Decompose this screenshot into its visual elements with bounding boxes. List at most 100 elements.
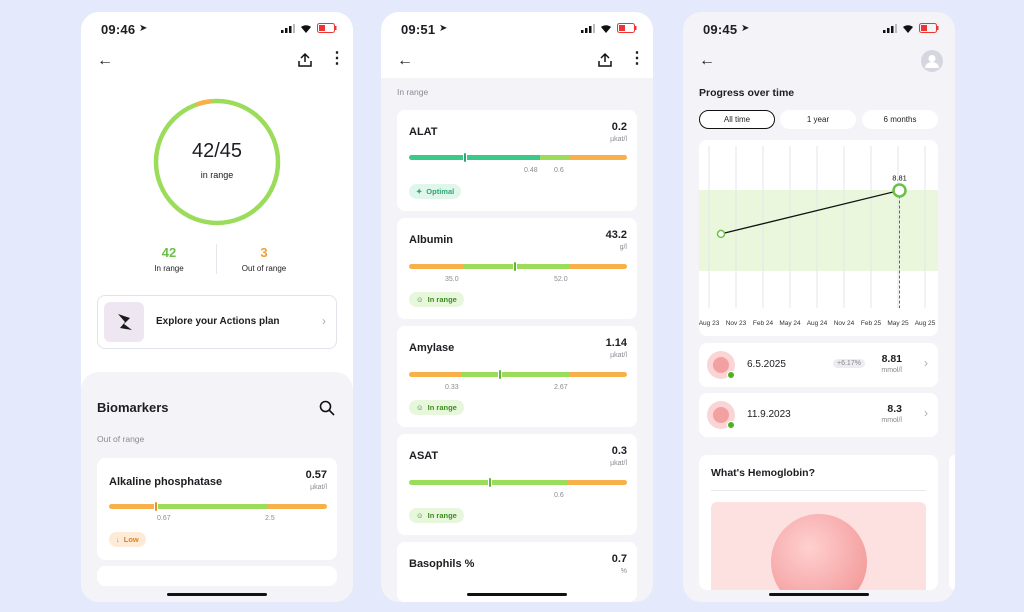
share-icon[interactable]: [597, 52, 613, 68]
biomarker-value: 43.2: [605, 229, 627, 241]
biomarker-card[interactable]: [97, 566, 337, 586]
series-line: [720, 189, 900, 235]
chevron-right-icon: ›: [924, 356, 928, 370]
status-badge: ✦ Optimal: [409, 184, 462, 199]
range-tick: 0.6: [554, 167, 564, 174]
data-point: [716, 229, 726, 239]
entry-date: 6.5.2025: [747, 359, 786, 370]
home-indicator: [769, 593, 869, 596]
more-vertical-icon[interactable]: ⋮: [629, 50, 645, 67]
biomarker-card-alat[interactable]: ALAT 0.2 µkat/l 0.48 0.6 ✦ Optimal: [397, 110, 637, 211]
ring-value: 42/45: [191, 140, 243, 162]
filter-6-months[interactable]: 6 months: [862, 110, 938, 129]
more-vertical-icon[interactable]: ⋮: [329, 50, 345, 67]
biomarker-value: 0.57: [305, 469, 327, 481]
back-arrow-icon[interactable]: ←: [97, 52, 113, 69]
range-bar: [409, 372, 627, 377]
status-badge: ☺ In range: [409, 292, 464, 307]
info-title: What's Hemoglobin?: [711, 467, 815, 479]
smile-icon: ☺: [416, 403, 424, 412]
biomarker-name: Alkaline phosphatase: [109, 476, 223, 488]
out-range-count: 3: [260, 245, 268, 260]
range-bar: [409, 155, 627, 160]
biomarker-value: 1.14: [605, 337, 627, 349]
history-entry[interactable]: 11.9.2023 8.3 mmol/l ›: [699, 393, 938, 437]
back-arrow-icon[interactable]: ←: [397, 52, 413, 69]
signal-icon: [581, 23, 595, 33]
filter-all-time[interactable]: All time: [699, 110, 775, 129]
status-badge: ☺ In range: [409, 508, 464, 523]
range-bar: [109, 504, 327, 509]
biomarker-card-asat[interactable]: ASAT 0.3 µkat/l 0.6 ☺ In range: [397, 434, 637, 535]
range-tick: 2.67: [554, 384, 568, 391]
range-bar: [409, 264, 627, 269]
page-title: Progress over time: [699, 87, 795, 99]
status-bar: 09:45 ➤: [683, 12, 955, 46]
info-image: [711, 502, 926, 590]
value-marker: [513, 261, 517, 272]
home-indicator: [167, 593, 267, 596]
biomarker-name: Amylase: [409, 342, 455, 354]
biomarker-card[interactable]: Alkaline phosphatase 0.57 µkat/l 0.67 2.…: [97, 458, 337, 560]
entry-date: 11.9.2023: [747, 409, 791, 420]
status-badge: ↓ Low: [109, 532, 146, 547]
location-arrow-icon: ➤: [439, 23, 448, 34]
phone-screen-progress: 09:45 ➤ ← Progress over time All time 1 …: [683, 12, 955, 602]
section-label: Out of range: [97, 434, 145, 444]
search-icon[interactable]: [319, 400, 335, 416]
range-tick: 0.48: [524, 167, 538, 174]
battery-icon: [617, 23, 637, 33]
avatar[interactable]: [921, 50, 943, 72]
signal-icon: [883, 23, 897, 33]
biomarker-name: Basophils %: [409, 558, 475, 570]
back-arrow-icon[interactable]: ←: [699, 52, 715, 69]
biomarkers-title: Biomarkers: [97, 400, 169, 415]
data-point-selected: [892, 183, 907, 198]
status-time: 09:45: [703, 22, 738, 37]
hemoglobin-icon: [707, 351, 735, 379]
biomarker-unit: µkat/l: [310, 484, 327, 491]
range-tick: 0.33: [445, 384, 459, 391]
info-card[interactable]: What's Hemoglobin?: [699, 455, 938, 590]
battery-icon: [919, 23, 939, 33]
out-range-label: Out of range: [241, 264, 287, 273]
value-marker: [463, 152, 467, 163]
value-marker: [488, 477, 492, 488]
smile-icon: ☺: [416, 511, 424, 520]
filter-1-year[interactable]: 1 year: [780, 110, 856, 129]
smile-icon: ☺: [416, 295, 424, 304]
biomarker-card-albumin[interactable]: Albumin 43.2 g/l 35.0 52.0 ☺ In range: [397, 218, 637, 319]
wifi-icon: [301, 24, 311, 33]
chart-svg: Aug 23 Nov 23 Feb 24 May 24 Aug 24 Nov 24 Feb …: [699, 146, 938, 327]
wifi-icon: [601, 24, 611, 33]
home-indicator: [467, 593, 567, 596]
entry-unit: mmol/l: [881, 367, 902, 374]
x-tick-label: May 24: [779, 320, 801, 327]
biomarker-unit: µkat/l: [610, 136, 627, 143]
x-tick-label: May 25: [887, 320, 909, 327]
range-tick: 0.67: [157, 515, 171, 522]
actions-plan-card[interactable]: Explore your Actions plan ›: [97, 295, 337, 349]
value-marker: [498, 369, 502, 380]
history-entry[interactable]: 6.5.2025 +6.17% 8.81 mmol/l ›: [699, 343, 938, 387]
phone-screen-overview: 09:46 ➤ ← ⋮ 42/45 in range 42 In range 3…: [81, 12, 353, 602]
actions-plan-thumbnail: [104, 302, 144, 342]
biomarker-card-amylase[interactable]: Amylase 1.14 µkat/l 0.33 2.67 ☺ In range: [397, 326, 637, 427]
biomarker-value: 0.7: [611, 553, 627, 565]
status-bar: 09:51 ➤: [381, 12, 653, 46]
biomarker-unit: g/l: [619, 244, 627, 251]
share-icon[interactable]: [297, 52, 313, 68]
battery-icon: [317, 23, 337, 33]
status-bar: 09:46 ➤: [81, 12, 353, 46]
biomarker-value: 0.2: [611, 121, 627, 133]
status-time: 09:46: [101, 22, 136, 37]
range-ring: [153, 98, 281, 226]
ring-label: in range: [200, 170, 234, 180]
range-tick: 35.0: [445, 276, 459, 283]
biomarker-card-basophils[interactable]: Basophils % 0.7 %: [397, 542, 637, 602]
range-tick: 0.6: [554, 492, 564, 499]
biomarker-value: 0.3: [611, 445, 627, 457]
biomarkers-panel: Biomarkers Out of range Alkaline phospha…: [81, 372, 353, 602]
progress-chart: Aug 23 Nov 23 Feb 24 May 24 Aug 24 Nov 24 Feb …: [699, 140, 938, 336]
next-card-peek: [949, 455, 955, 590]
